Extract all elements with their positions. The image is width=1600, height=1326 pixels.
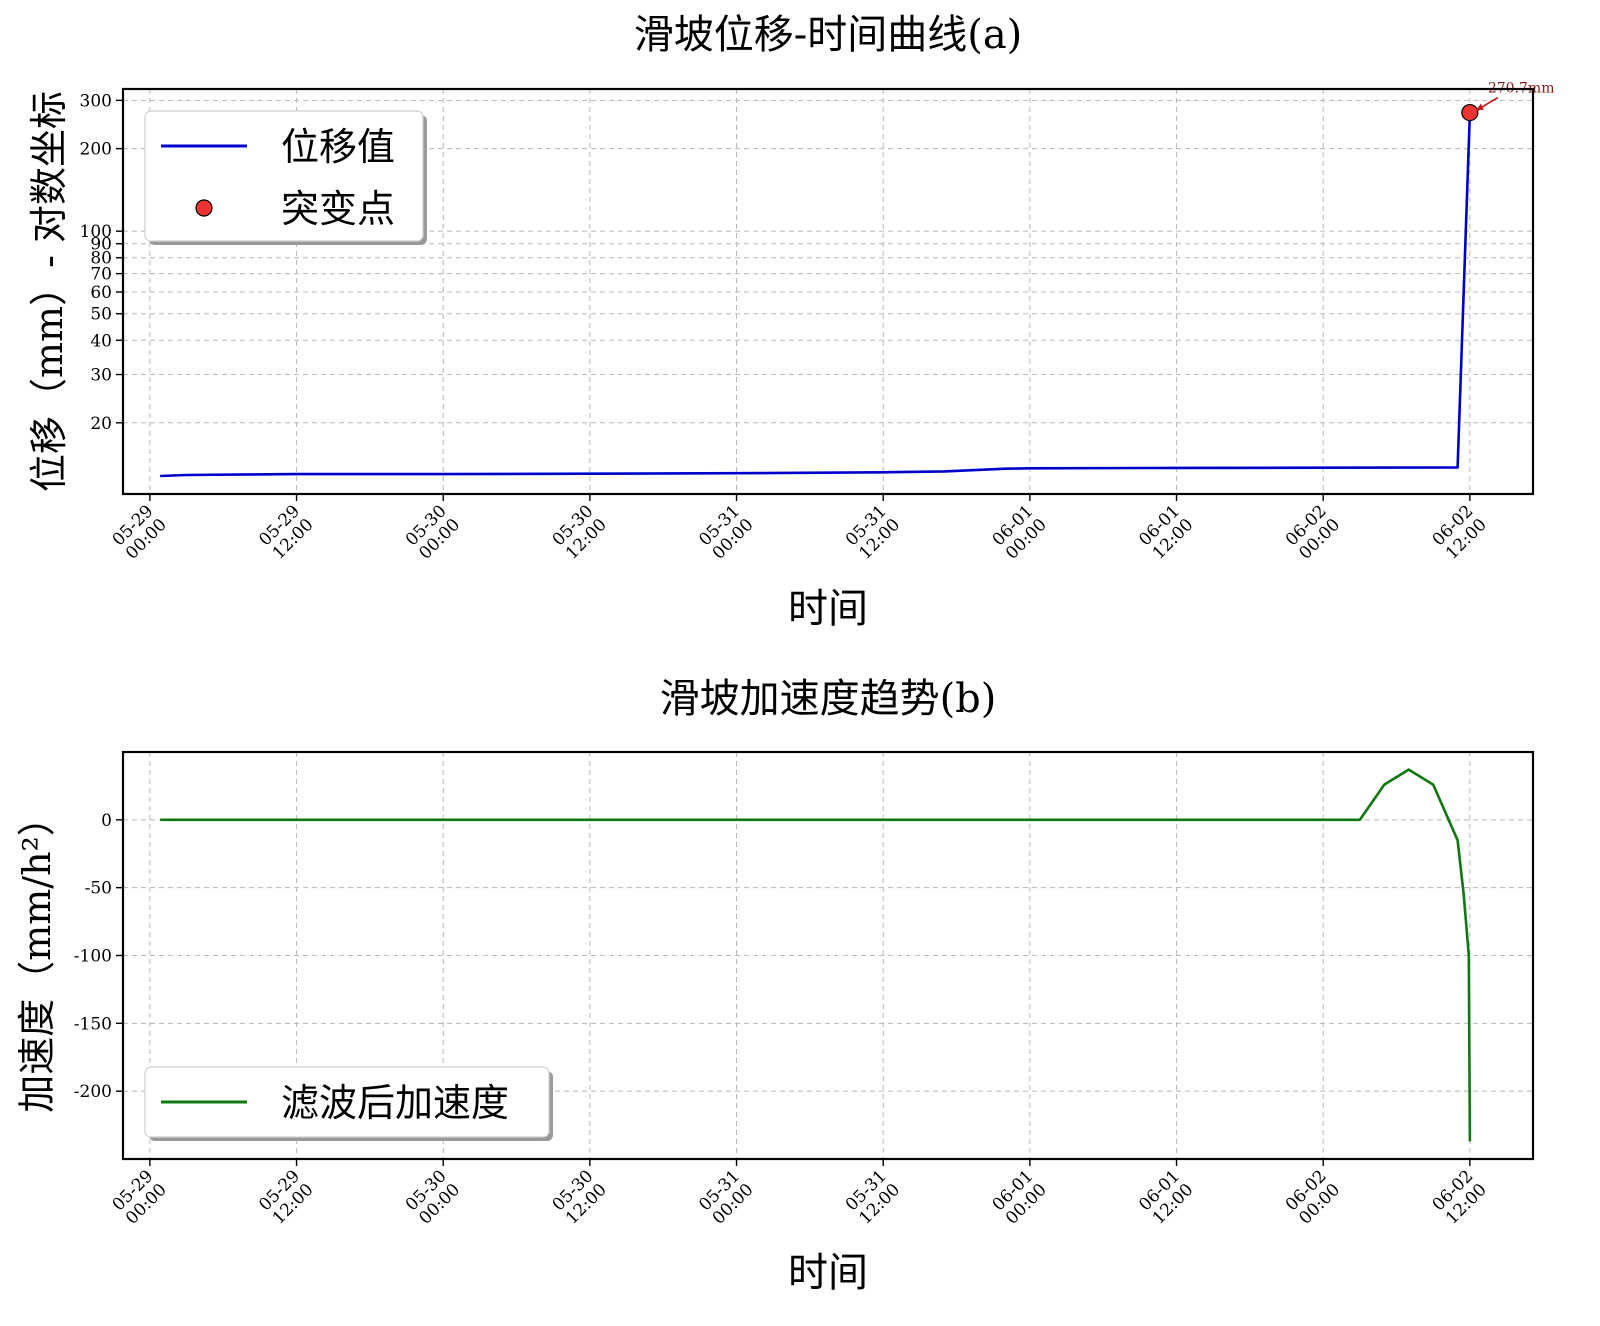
- y-tick-label: -150: [74, 1014, 112, 1034]
- x-tick-label: 06-0100:00: [989, 501, 1051, 563]
- x-tick-label: 05-2912:00: [255, 1166, 317, 1228]
- y-tick-label: 300: [80, 91, 112, 111]
- x-tick-label: 06-0112:00: [1135, 501, 1197, 563]
- y-tick-label: 0: [101, 811, 112, 831]
- x-tick-label: 05-2900:00: [109, 501, 171, 563]
- x-tick-label: 05-2912:00: [255, 501, 317, 563]
- legend-label: 位移值: [281, 125, 395, 169]
- y-tick-label: 60: [90, 283, 112, 303]
- y-tick-label: 20: [90, 414, 112, 434]
- x-tick-label: 05-3000:00: [402, 1166, 464, 1228]
- x-tick-label: 06-0100:00: [989, 1166, 1051, 1228]
- y-tick-label: 90: [90, 235, 112, 255]
- y-tick-label: -100: [74, 947, 112, 967]
- y-tick-label: -50: [85, 879, 112, 899]
- x-axis-label: 时间: [788, 586, 868, 632]
- y-tick-label: -200: [74, 1082, 112, 1102]
- x-axis-label: 时间: [788, 1250, 868, 1296]
- chart-panel-acceleration: 05-2900:00 05-2912:00 05-3000:00 05-3012:00…: [15, 676, 1535, 1296]
- x-tick-label: 05-3012:00: [549, 501, 611, 563]
- legend-swatch-marker: [195, 199, 213, 217]
- x-tick-label: 05-3112:00: [842, 1166, 904, 1228]
- y-tick-label: 50: [90, 305, 112, 325]
- series-line-0: [160, 768, 1472, 1142]
- y-tick-label: 30: [90, 366, 112, 386]
- y-tick-label: 70: [90, 265, 112, 285]
- x-tick-label: 06-0212:00: [1429, 501, 1491, 563]
- legend-label: 突变点: [281, 187, 395, 231]
- x-tick-label: 06-0200:00: [1282, 501, 1344, 563]
- y-tick-label: 80: [90, 249, 112, 269]
- x-tick-label: 06-0200:00: [1282, 1166, 1344, 1228]
- x-tick-label: 05-3112:00: [842, 501, 904, 563]
- y-tick-label: 40: [90, 331, 112, 351]
- x-tick-label: 05-3100:00: [695, 501, 757, 563]
- y-tick-label: 100: [80, 222, 112, 242]
- annotation-arrowhead: [1475, 103, 1484, 111]
- series-line-0: [160, 112, 1472, 478]
- y-axis-label: 位移（mm）- 对数坐标: [27, 91, 71, 492]
- legend-label: 滤波后加速度: [281, 1081, 509, 1125]
- chart-title: 滑坡位移-时间曲线(a): [634, 12, 1023, 58]
- x-tick-label: 05-3100:00: [695, 1166, 757, 1228]
- x-tick-label: 05-3000:00: [402, 501, 464, 563]
- x-tick-label: 06-0112:00: [1135, 1166, 1197, 1228]
- legend-box: [144, 110, 424, 242]
- x-tick-label: 06-0212:00: [1429, 1166, 1491, 1228]
- x-tick-label: 05-3012:00: [549, 1166, 611, 1228]
- legend-box: [144, 1066, 550, 1138]
- y-tick-label: 200: [80, 140, 112, 160]
- chart-title: 滑坡加速度趋势(b): [660, 676, 997, 722]
- x-tick-label: 05-2900:00: [109, 1166, 171, 1228]
- legend: 滤波后加速度: [144, 1066, 553, 1141]
- series-marker-point: [1461, 103, 1479, 122]
- y-axis-label: 加速度（mm/h²）: [15, 798, 59, 1113]
